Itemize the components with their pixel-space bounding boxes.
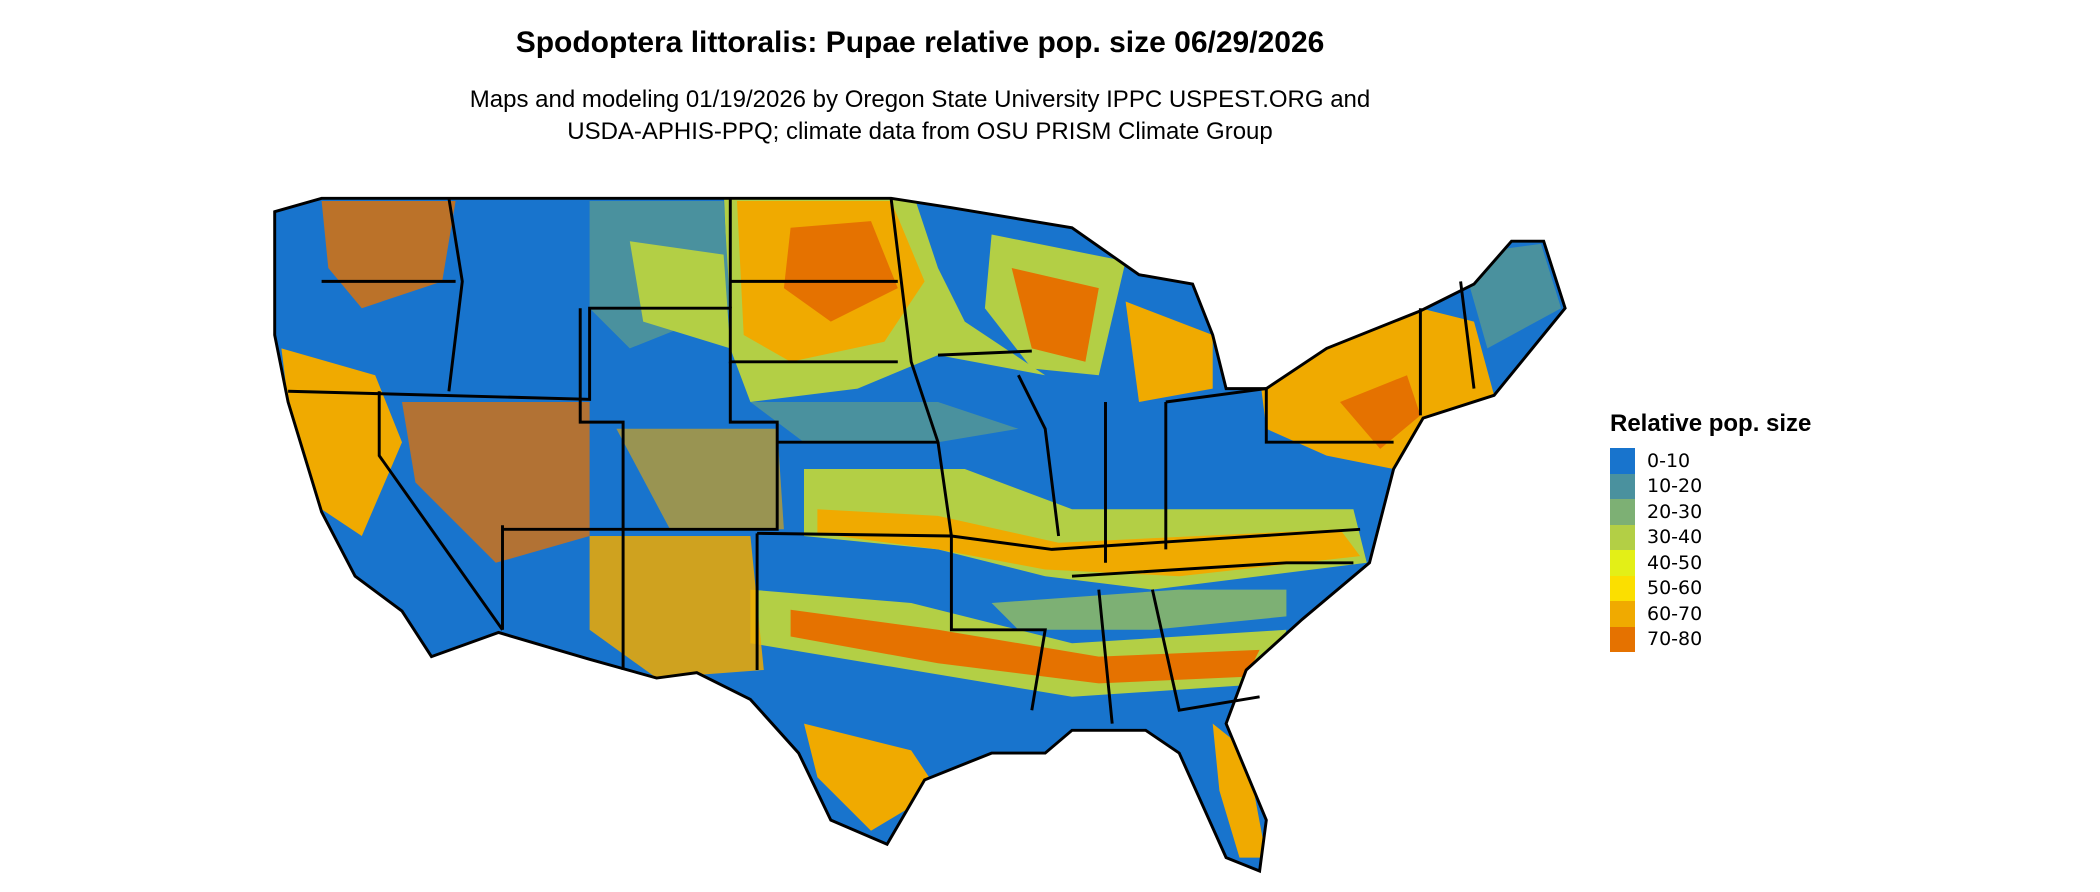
legend-label: 40-50 — [1647, 551, 1703, 574]
legend-label: 30-40 — [1647, 526, 1703, 549]
legend-item: 40-50 — [1610, 550, 1811, 576]
legend-label: 60-70 — [1647, 602, 1703, 625]
legend-label: 20-30 — [1647, 500, 1703, 523]
legend-title: Relative pop. size — [1610, 410, 1812, 437]
legend: Relative pop. size 0-10 10-20 20-30 30-40 40… — [1610, 410, 1811, 652]
map-subtitle-line2: USDA-APHIS-PPQ; climate data from OSU PR… — [567, 118, 1273, 145]
legend-item: 60-70 — [1610, 601, 1811, 627]
legend-swatch — [1610, 524, 1635, 550]
legend-item: 10-20 — [1610, 473, 1811, 499]
legend-item: 30-40 — [1610, 524, 1811, 550]
legend-label: 0-10 — [1647, 449, 1691, 472]
legend-swatch — [1610, 601, 1635, 627]
legend-swatch — [1610, 626, 1635, 652]
legend-item: 50-60 — [1610, 575, 1811, 601]
legend-swatch — [1610, 550, 1635, 576]
legend-label: 50-60 — [1647, 577, 1703, 600]
legend-swatch — [1610, 448, 1635, 474]
map-title: Spodoptera littoralis: Pupae relative po… — [515, 26, 1325, 59]
legend-swatch — [1610, 575, 1635, 601]
legend-label: 10-20 — [1647, 475, 1703, 498]
legend-label: 70-80 — [1647, 628, 1703, 651]
legend-swatch — [1610, 473, 1635, 499]
legend-item: 70-80 — [1610, 626, 1811, 652]
state-boundaries — [273, 196, 1567, 873]
legend-item: 0-10 — [1610, 448, 1811, 474]
legend-swatch — [1610, 499, 1635, 525]
legend-item: 20-30 — [1610, 499, 1811, 525]
map-subtitle-line1: Maps and modeling 01/19/2026 by Oregon S… — [469, 86, 1371, 113]
